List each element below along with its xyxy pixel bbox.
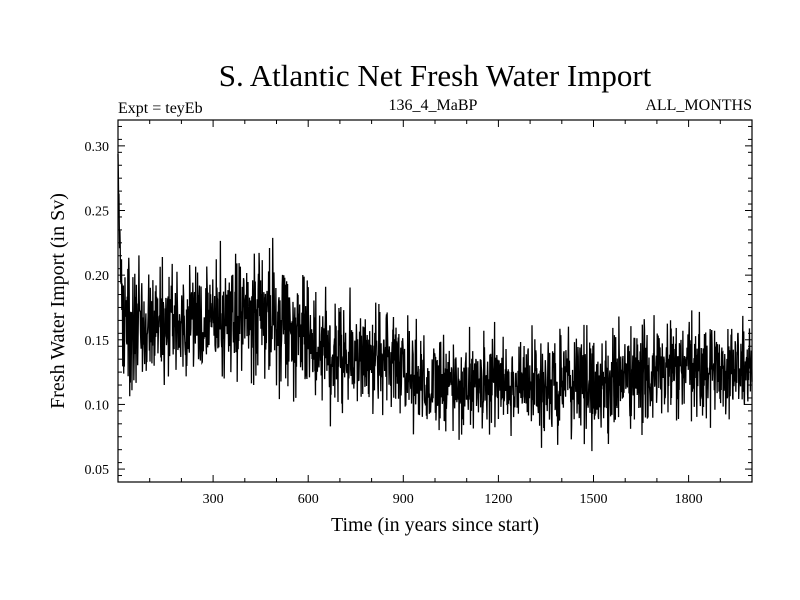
chart-subtitle-right: ALL_MONTHS [645, 97, 752, 114]
y-tick-label: 0.15 [85, 334, 110, 349]
x-tick-label: 1200 [484, 492, 512, 507]
chart-subtitle-center: 136_4_MaBP [389, 97, 478, 114]
series-group [117, 153, 753, 452]
x-tick-label: 1800 [675, 492, 703, 507]
x-axis-label: Time (in years since start) [331, 514, 539, 536]
x-tick-label: 1500 [580, 492, 608, 507]
x-tick-label: 600 [298, 492, 319, 507]
y-axis-ticks: 0.05 0.10 0.15 0.20 0.25 0.30 [85, 125, 752, 478]
chart-subtitle-left: Expt = teyEb [118, 100, 203, 117]
y-tick-label: 0.10 [85, 398, 110, 413]
x-tick-label: 900 [393, 492, 414, 507]
x-tick-label: 300 [203, 492, 224, 507]
y-tick-label: 0.30 [85, 140, 110, 155]
y-axis-label: Fresh Water Import (in Sv) [47, 193, 69, 409]
y-tick-label: 0.25 [85, 205, 110, 220]
x-axis-ticks: 300 600 900 1200 1500 1800 [149, 120, 721, 507]
y-tick-label: 0.05 [85, 463, 110, 478]
y-tick-label: 0.20 [85, 269, 110, 284]
series-line [117, 153, 753, 452]
chart-title: S. Atlantic Net Fresh Water Import [219, 58, 652, 93]
